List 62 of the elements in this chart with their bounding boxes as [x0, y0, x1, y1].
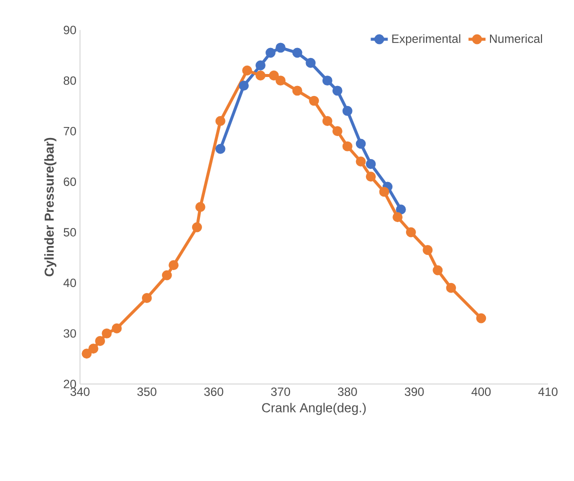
y-tick-label: 70: [64, 126, 76, 136]
point: [342, 141, 352, 152]
point: [256, 70, 266, 80]
y-tick-label: 80: [64, 76, 76, 85]
point: [432, 265, 443, 276]
point: [292, 86, 302, 96]
x-tick-label: 390: [404, 388, 424, 396]
point: [256, 60, 266, 70]
point: [215, 116, 226, 126]
point: [276, 76, 286, 86]
point: [266, 48, 276, 58]
point: [322, 76, 332, 86]
point: [332, 126, 342, 136]
point: [366, 159, 376, 169]
point: [342, 106, 352, 116]
point: [292, 48, 302, 58]
point: [309, 96, 319, 106]
point: [195, 202, 206, 212]
point: [82, 348, 92, 359]
point: [88, 344, 98, 354]
x-tick-label: 360: [204, 388, 224, 396]
point: [242, 65, 252, 76]
point: [379, 186, 390, 197]
point: [422, 245, 433, 255]
point: [446, 282, 456, 293]
point: [142, 293, 152, 304]
point: [366, 172, 376, 182]
point: [162, 270, 172, 280]
x-tick-label: 410: [538, 388, 558, 396]
y-tick-label: 40: [63, 278, 76, 288]
point: [322, 116, 332, 126]
y-tick-label: 50: [64, 228, 76, 237]
point: [168, 260, 179, 270]
x-tick-label: 350: [137, 388, 156, 396]
x-tick-label: 370: [271, 388, 290, 396]
x-axis-title: Crank Angle(deg.): [262, 402, 366, 415]
point: [238, 80, 249, 91]
point: [356, 156, 366, 166]
x-tick-label: 380: [338, 388, 357, 396]
y-axis-title: Cylinder Pressure(bar): [44, 138, 56, 276]
point: [476, 313, 486, 324]
point: [392, 212, 403, 222]
y-tick-label: 90: [64, 26, 76, 34]
x-tick-label: 400: [471, 388, 491, 396]
y-tick-label: 20: [64, 380, 76, 388]
point: [102, 328, 112, 338]
point: [356, 138, 366, 149]
point: [406, 227, 416, 238]
point: [215, 144, 226, 154]
legend-label: Numerical: [490, 34, 542, 43]
point: [332, 86, 342, 96]
point: [95, 336, 106, 346]
y-tick-label: 60: [64, 177, 76, 186]
point: [112, 323, 122, 334]
x-tick-label: 340: [70, 388, 90, 396]
point: [268, 70, 279, 80]
point: [192, 222, 202, 232]
y-tick-label: 30: [64, 329, 76, 338]
point: [276, 42, 286, 53]
point: [396, 204, 406, 215]
point: [306, 58, 316, 68]
legend-label: Experimental: [392, 34, 460, 46]
